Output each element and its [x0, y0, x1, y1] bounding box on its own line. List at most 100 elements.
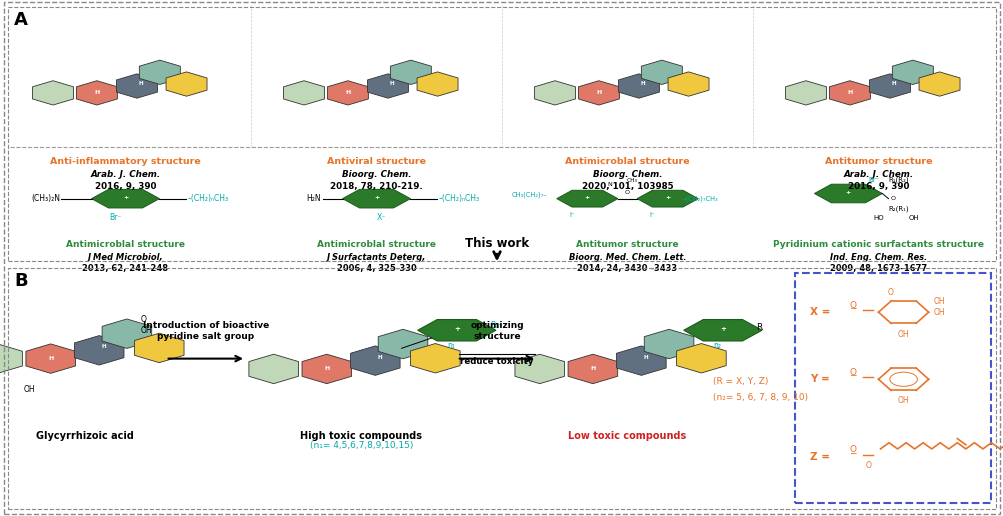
- Text: pyridine salt group: pyridine salt group: [157, 332, 254, 341]
- Text: CH₃: CH₃: [626, 178, 637, 183]
- Text: H: H: [640, 80, 645, 86]
- Polygon shape: [139, 60, 181, 85]
- Text: A: A: [14, 11, 28, 29]
- Polygon shape: [683, 319, 761, 341]
- Text: High toxic compounds: High toxic compounds: [300, 431, 422, 441]
- Text: Antimicroblal structure: Antimicroblal structure: [317, 240, 435, 249]
- Polygon shape: [644, 329, 693, 359]
- Text: N: N: [607, 182, 611, 187]
- Text: +: +: [122, 195, 128, 200]
- Text: X =: X =: [809, 307, 833, 317]
- Text: (CH₃)₂N: (CH₃)₂N: [31, 194, 60, 203]
- Polygon shape: [390, 60, 431, 85]
- Text: H: H: [377, 354, 382, 360]
- Text: Br⁻: Br⁻: [868, 176, 879, 183]
- Polygon shape: [367, 74, 408, 98]
- Polygon shape: [641, 60, 682, 85]
- Polygon shape: [165, 72, 207, 96]
- Text: 2016, 9, 390: 2016, 9, 390: [94, 182, 156, 191]
- Polygon shape: [327, 80, 368, 105]
- Text: O: O: [850, 368, 856, 377]
- Polygon shape: [116, 74, 157, 98]
- Text: 2016, 9, 390: 2016, 9, 390: [847, 182, 909, 191]
- Polygon shape: [784, 80, 825, 105]
- Text: n₂: n₂: [712, 341, 720, 350]
- Text: OH: OH: [933, 308, 945, 317]
- Text: 2020, 101, 103985: 2020, 101, 103985: [581, 182, 673, 191]
- Text: O: O: [865, 461, 871, 470]
- Text: H₂N: H₂N: [306, 194, 321, 203]
- Text: –(CH₂)ₙCH₃: –(CH₂)ₙCH₃: [438, 194, 479, 203]
- Text: (n₂= 5, 6, 7, 8, 9, 10): (n₂= 5, 6, 7, 8, 9, 10): [712, 393, 807, 402]
- Text: H: H: [590, 366, 595, 372]
- Text: +: +: [664, 195, 670, 200]
- Text: 2018, 78, 210-219.: 2018, 78, 210-219.: [330, 182, 422, 191]
- Text: I⁻: I⁻: [569, 212, 575, 218]
- Polygon shape: [342, 189, 410, 208]
- Polygon shape: [794, 273, 990, 503]
- Text: –(CH₂)ₙCH₃: –(CH₂)ₙCH₃: [188, 194, 229, 203]
- Text: R: R: [755, 323, 761, 332]
- Text: This work: This work: [464, 237, 529, 250]
- Text: H: H: [101, 344, 106, 349]
- Text: Bioorg. Chem.: Bioorg. Chem.: [592, 170, 662, 179]
- Text: OH: OH: [23, 385, 35, 394]
- Polygon shape: [76, 80, 117, 105]
- Text: H: H: [389, 80, 394, 86]
- Text: structure: structure: [472, 332, 521, 341]
- Polygon shape: [134, 333, 184, 363]
- Text: +: +: [373, 195, 379, 200]
- Text: ‾: ‾: [850, 308, 856, 318]
- Polygon shape: [249, 354, 298, 384]
- Text: Br⁻: Br⁻: [489, 320, 502, 330]
- Text: O: O: [890, 196, 895, 201]
- Polygon shape: [74, 335, 123, 365]
- Text: H: H: [643, 354, 648, 360]
- Text: Antitumor structure: Antitumor structure: [823, 157, 932, 166]
- Text: O: O: [850, 301, 856, 310]
- Text: ‾: ‾: [850, 375, 856, 385]
- Polygon shape: [869, 74, 910, 98]
- Polygon shape: [515, 354, 564, 384]
- Text: Br⁻: Br⁻: [109, 213, 121, 221]
- Text: 2009, 48, 1673-1677: 2009, 48, 1673-1677: [829, 264, 926, 273]
- Text: H: H: [596, 90, 601, 95]
- Text: Glycyrrhizoic acid: Glycyrrhizoic acid: [36, 431, 134, 441]
- Text: OH: OH: [908, 215, 918, 221]
- Text: Arab. J. Chem.: Arab. J. Chem.: [843, 170, 913, 179]
- Polygon shape: [578, 80, 619, 105]
- Text: H: H: [48, 356, 53, 361]
- Polygon shape: [557, 190, 617, 207]
- Polygon shape: [918, 72, 959, 96]
- Text: +: +: [584, 195, 590, 200]
- Text: O: O: [140, 315, 146, 325]
- Polygon shape: [813, 184, 882, 203]
- Text: OH: OH: [897, 396, 909, 405]
- Text: Arab. J. Chem.: Arab. J. Chem.: [90, 170, 160, 179]
- Polygon shape: [568, 354, 617, 384]
- Text: J Surfactants Deterg,: J Surfactants Deterg,: [327, 253, 425, 262]
- Polygon shape: [0, 344, 22, 374]
- Text: R₁(R₂): R₁(R₂): [888, 176, 909, 183]
- Text: n₁: n₁: [446, 341, 454, 350]
- Text: Antiviral structure: Antiviral structure: [327, 157, 425, 166]
- Text: OH: OH: [933, 297, 945, 307]
- Text: H: H: [94, 90, 99, 95]
- Text: 2014, 24, 3430 -3433: 2014, 24, 3430 -3433: [577, 264, 677, 273]
- Text: Introduction of bioactive: Introduction of bioactive: [142, 321, 269, 330]
- Text: Y =: Y =: [809, 374, 832, 384]
- Text: (R = X, Y, Z): (R = X, Y, Z): [712, 377, 767, 386]
- Polygon shape: [618, 74, 659, 98]
- Text: R₂(R₁): R₂(R₁): [888, 206, 909, 212]
- Polygon shape: [417, 319, 495, 341]
- Polygon shape: [534, 80, 575, 105]
- Text: Bioorg. Chem.: Bioorg. Chem.: [341, 170, 411, 179]
- Polygon shape: [892, 60, 933, 85]
- Text: B: B: [14, 272, 28, 291]
- Polygon shape: [350, 346, 399, 375]
- Text: H: H: [345, 90, 350, 95]
- Polygon shape: [32, 80, 73, 105]
- Text: Low toxic compounds: Low toxic compounds: [568, 431, 686, 441]
- Text: 2013, 62, 241-248: 2013, 62, 241-248: [82, 264, 169, 273]
- Polygon shape: [616, 346, 665, 375]
